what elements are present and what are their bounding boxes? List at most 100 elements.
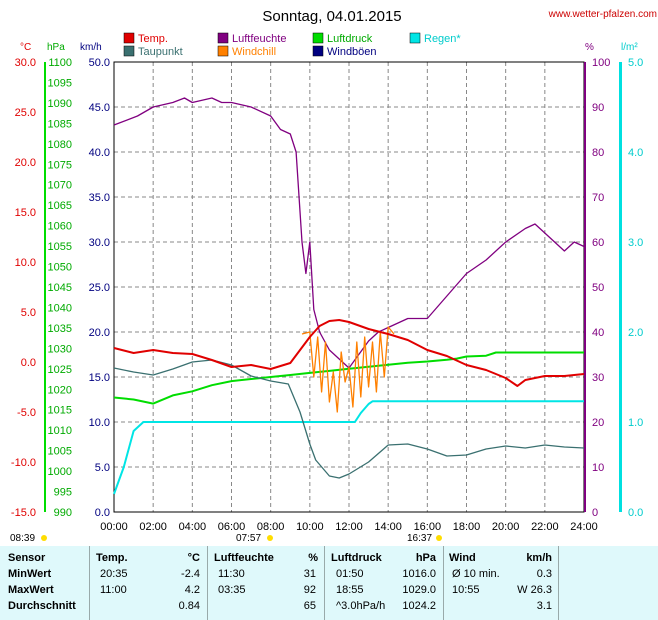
axis-tick-label-temp: 20.0	[15, 157, 36, 169]
stats-header-sensor: Sensor	[8, 552, 46, 564]
axis-tick-label-pressure: 1030	[48, 343, 72, 355]
x-tick-label: 10:00	[296, 521, 324, 533]
stats-label: MaxWert	[8, 584, 54, 596]
axis-tick-label-temp: -10.0	[11, 457, 36, 469]
stats-temp-time: 11:00	[100, 584, 127, 596]
axis-tick-label-humidity: 0	[592, 507, 598, 519]
stats-press-time: 18:55	[336, 584, 364, 596]
axis-tick-label-wind: 35.0	[89, 192, 110, 204]
stats-header-pressure: Luftdruck	[331, 552, 382, 564]
stats-label: MinWert	[8, 568, 52, 580]
axis-tick-label-temp: 10.0	[15, 257, 36, 269]
sunset-label: 16:37	[407, 533, 432, 544]
axis-tick-label-humidity: 70	[592, 192, 604, 204]
stats-press-val: 1024.2	[402, 600, 436, 612]
legend-label: Windchill	[232, 46, 276, 58]
legend-label: Windböen	[327, 46, 377, 58]
axis-tick-label-pressure: 1100	[48, 57, 72, 69]
stats-header-pressure-unit: hPa	[415, 552, 436, 564]
legend-swatch	[409, 32, 421, 44]
axis-tick-label-wind: 0.0	[95, 507, 110, 519]
series-line-windchill	[301, 326, 395, 413]
axis-tick-label-pressure: 1025	[48, 364, 72, 376]
axis-tick-label-pressure: 1045	[48, 282, 72, 294]
axis-tick-label-wind: 30.0	[89, 237, 110, 249]
axis-tick-label-humidity: 40	[592, 327, 604, 339]
weather-chart: 30.0 25.0 20.0 15.0 10.0 5.0 0.0 -5.0 -10.0 -15.0…	[10, 8, 657, 544]
stats-temp-val: 0.84	[178, 600, 200, 612]
x-tick-label: 20:00	[492, 521, 520, 533]
legend-label: Luftdruck	[327, 33, 373, 45]
axis-tick-label-wind: 40.0	[89, 147, 110, 159]
unit-temp: °C	[20, 42, 31, 53]
unit-wind: km/h	[80, 42, 102, 53]
chart-legend: Temp. Luftfeuchte Luftdruck Regen* Taupunkt W…	[123, 32, 461, 58]
stats-wind-label: 10:55	[452, 584, 480, 596]
legend-label: Taupunkt	[138, 46, 183, 58]
legend-label: Luftfeuchte	[232, 33, 286, 45]
legend-swatch	[123, 32, 135, 44]
stats-header-wind-unit: km/h	[526, 552, 552, 564]
pressure-axis-line	[44, 62, 46, 512]
axis-tick-label-pressure: 1095	[48, 77, 72, 89]
sun-icon	[436, 535, 442, 541]
legend-swatch	[312, 32, 324, 44]
legend-swatch	[217, 45, 229, 57]
chart-grid	[114, 62, 584, 512]
website-link[interactable]: www.wetter-pfalzen.com	[548, 9, 657, 20]
axis-tick-label-pressure: 1005	[48, 446, 72, 458]
stats-wind-label: Ø 10 min.	[452, 568, 500, 580]
stats-press-val: 1029.0	[402, 584, 436, 596]
axis-tick-label-rain: 4.0	[628, 147, 643, 159]
stats-header-humidity: Luftfeuchte	[214, 552, 274, 564]
stats-hum-val: 65	[303, 600, 316, 612]
legend-swatch	[312, 45, 324, 57]
axis-tick-label-pressure: 995	[54, 487, 72, 499]
x-tick-label: 04:00	[179, 521, 207, 533]
x-tick-label: 18:00	[453, 521, 481, 533]
x-tick-label: 12:00	[335, 521, 363, 533]
axis-tick-label-wind: 50.0	[89, 57, 110, 69]
axis-tick-label-humidity: 10	[592, 462, 604, 474]
stats-press-time: ^3.0hPa/h	[336, 600, 386, 612]
axis-tick-label-pressure: 1000	[48, 466, 72, 478]
x-tick-label: 02:00	[139, 521, 167, 533]
legend-label: Regen*	[424, 33, 461, 45]
sun-icon	[267, 535, 273, 541]
axis-tick-label-rain: 5.0	[628, 57, 643, 69]
axis-tick-label-rain: 3.0	[628, 237, 643, 249]
legend-swatch	[123, 45, 135, 57]
stats-header-temp: Temp.	[96, 552, 128, 564]
axis-tick-label-humidity: 90	[592, 102, 604, 114]
legend-label: Temp.	[138, 33, 168, 45]
axis-tick-label-humidity: 100	[592, 57, 610, 69]
x-tick-label: 00:00	[100, 521, 128, 533]
chart-title: Sonntag, 04.01.2015	[262, 8, 401, 25]
axis-tick-label-pressure: 990	[54, 507, 72, 519]
axis-tick-label-pressure: 1015	[48, 405, 72, 417]
humidity-axis-line	[584, 62, 586, 512]
series-line-taupunkt	[113, 359, 585, 479]
axis-tick-label-pressure: 1035	[48, 323, 72, 335]
axis-tick-label-pressure: 1040	[48, 302, 72, 314]
series-line-regen	[113, 400, 584, 495]
stats-press-val: 1016.0	[402, 568, 436, 580]
rain-axis-line	[619, 62, 622, 512]
axis-tick-label-temp: 30.0	[15, 57, 36, 69]
axis-tick-label-wind: 25.0	[89, 282, 110, 294]
stats-hum-time: 03:35	[218, 584, 246, 596]
stats-temp-val: 4.2	[184, 584, 200, 596]
axis-tick-label-temp: 25.0	[15, 107, 36, 119]
axis-tick-label-pressure: 1050	[48, 262, 72, 274]
axis-tick-label-pressure: 1090	[48, 98, 72, 110]
marker-left-label: 07:57	[236, 533, 261, 544]
x-tick-label: 08:00	[257, 521, 285, 533]
axis-tick-label-temp: -15.0	[11, 507, 36, 519]
axis-tick-label-temp: -5.0	[17, 407, 36, 419]
axis-tick-label-pressure: 1070	[48, 180, 72, 192]
unit-rain: l/m²	[621, 42, 638, 53]
axis-tick-label-humidity: 60	[592, 237, 604, 249]
axis-tick-label-humidity: 80	[592, 147, 604, 159]
axis-tick-label-rain: 2.0	[628, 327, 643, 339]
x-tick-label: 22:00	[531, 521, 559, 533]
